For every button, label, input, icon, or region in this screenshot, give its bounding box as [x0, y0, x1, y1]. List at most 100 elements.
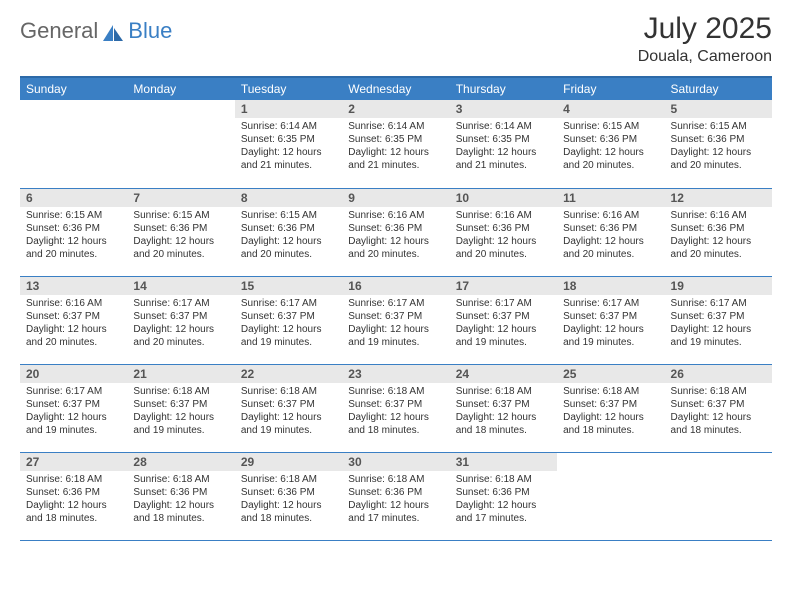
day-details: Sunrise: 6:18 AMSunset: 6:36 PMDaylight:…	[235, 471, 342, 529]
calendar-cell: 5Sunrise: 6:15 AMSunset: 6:36 PMDaylight…	[665, 100, 772, 188]
calendar-cell	[127, 100, 234, 188]
calendar-cell	[665, 452, 772, 540]
calendar-cell: 1Sunrise: 6:14 AMSunset: 6:35 PMDaylight…	[235, 100, 342, 188]
daylight-line: Daylight: 12 hours and 19 minutes.	[348, 323, 443, 349]
day-details: Sunrise: 6:15 AMSunset: 6:36 PMDaylight:…	[557, 118, 664, 176]
calendar-body: 1Sunrise: 6:14 AMSunset: 6:35 PMDaylight…	[20, 100, 772, 540]
day-number: 6	[20, 189, 127, 207]
page-header: General Blue July 2025 Douala, Cameroon	[20, 12, 772, 66]
daylight-line: Daylight: 12 hours and 21 minutes.	[348, 146, 443, 172]
sunrise-line: Sunrise: 6:14 AM	[241, 120, 336, 133]
daylight-line: Daylight: 12 hours and 19 minutes.	[133, 411, 228, 437]
sunrise-line: Sunrise: 6:18 AM	[671, 385, 766, 398]
sunrise-line: Sunrise: 6:18 AM	[348, 385, 443, 398]
sunrise-line: Sunrise: 6:15 AM	[26, 209, 121, 222]
sunset-line: Sunset: 6:36 PM	[348, 222, 443, 235]
sunset-line: Sunset: 6:37 PM	[671, 310, 766, 323]
day-details: Sunrise: 6:16 AMSunset: 6:36 PMDaylight:…	[342, 207, 449, 265]
daylight-line: Daylight: 12 hours and 18 minutes.	[671, 411, 766, 437]
day-number: 27	[20, 453, 127, 471]
sunset-line: Sunset: 6:36 PM	[241, 222, 336, 235]
day-number: 21	[127, 365, 234, 383]
sunset-line: Sunset: 6:37 PM	[26, 310, 121, 323]
sunset-line: Sunset: 6:37 PM	[563, 398, 658, 411]
weekday-header: Saturday	[665, 77, 772, 100]
sunrise-line: Sunrise: 6:14 AM	[456, 120, 551, 133]
sunset-line: Sunset: 6:37 PM	[456, 398, 551, 411]
weekday-header: Wednesday	[342, 77, 449, 100]
daylight-line: Daylight: 12 hours and 20 minutes.	[563, 235, 658, 261]
day-details: Sunrise: 6:17 AMSunset: 6:37 PMDaylight:…	[450, 295, 557, 353]
sunset-line: Sunset: 6:37 PM	[563, 310, 658, 323]
calendar-cell: 24Sunrise: 6:18 AMSunset: 6:37 PMDayligh…	[450, 364, 557, 452]
calendar-cell: 20Sunrise: 6:17 AMSunset: 6:37 PMDayligh…	[20, 364, 127, 452]
calendar-cell: 25Sunrise: 6:18 AMSunset: 6:37 PMDayligh…	[557, 364, 664, 452]
calendar-cell: 14Sunrise: 6:17 AMSunset: 6:37 PMDayligh…	[127, 276, 234, 364]
day-details: Sunrise: 6:17 AMSunset: 6:37 PMDaylight:…	[235, 295, 342, 353]
day-details: Sunrise: 6:16 AMSunset: 6:36 PMDaylight:…	[450, 207, 557, 265]
day-number: 2	[342, 100, 449, 118]
daylight-line: Daylight: 12 hours and 18 minutes.	[348, 411, 443, 437]
day-details: Sunrise: 6:18 AMSunset: 6:37 PMDaylight:…	[557, 383, 664, 441]
day-number: 7	[127, 189, 234, 207]
calendar-cell: 4Sunrise: 6:15 AMSunset: 6:36 PMDaylight…	[557, 100, 664, 188]
weekday-header: Sunday	[20, 77, 127, 100]
location-text: Douala, Cameroon	[638, 48, 772, 66]
day-number: 18	[557, 277, 664, 295]
sunset-line: Sunset: 6:36 PM	[456, 486, 551, 499]
day-details: Sunrise: 6:14 AMSunset: 6:35 PMDaylight:…	[342, 118, 449, 176]
daylight-line: Daylight: 12 hours and 20 minutes.	[456, 235, 551, 261]
day-details: Sunrise: 6:18 AMSunset: 6:37 PMDaylight:…	[235, 383, 342, 441]
logo-text-blue: Blue	[128, 18, 172, 44]
daylight-line: Daylight: 12 hours and 18 minutes.	[241, 499, 336, 525]
sunrise-line: Sunrise: 6:15 AM	[563, 120, 658, 133]
calendar-cell: 8Sunrise: 6:15 AMSunset: 6:36 PMDaylight…	[235, 188, 342, 276]
daylight-line: Daylight: 12 hours and 20 minutes.	[133, 235, 228, 261]
calendar-cell: 12Sunrise: 6:16 AMSunset: 6:36 PMDayligh…	[665, 188, 772, 276]
day-number: 10	[450, 189, 557, 207]
day-details: Sunrise: 6:18 AMSunset: 6:36 PMDaylight:…	[342, 471, 449, 529]
sunset-line: Sunset: 6:37 PM	[133, 398, 228, 411]
sunset-line: Sunset: 6:36 PM	[456, 222, 551, 235]
day-details: Sunrise: 6:15 AMSunset: 6:36 PMDaylight:…	[665, 118, 772, 176]
daylight-line: Daylight: 12 hours and 21 minutes.	[241, 146, 336, 172]
daylight-line: Daylight: 12 hours and 20 minutes.	[241, 235, 336, 261]
sunrise-line: Sunrise: 6:17 AM	[241, 297, 336, 310]
daylight-line: Daylight: 12 hours and 19 minutes.	[671, 323, 766, 349]
sunset-line: Sunset: 6:37 PM	[133, 310, 228, 323]
day-details: Sunrise: 6:18 AMSunset: 6:37 PMDaylight:…	[450, 383, 557, 441]
sunset-line: Sunset: 6:36 PM	[133, 222, 228, 235]
sunrise-line: Sunrise: 6:17 AM	[563, 297, 658, 310]
sunset-line: Sunset: 6:36 PM	[26, 486, 121, 499]
day-details: Sunrise: 6:17 AMSunset: 6:37 PMDaylight:…	[20, 383, 127, 441]
sunrise-line: Sunrise: 6:17 AM	[671, 297, 766, 310]
calendar-cell: 26Sunrise: 6:18 AMSunset: 6:37 PMDayligh…	[665, 364, 772, 452]
calendar-cell: 22Sunrise: 6:18 AMSunset: 6:37 PMDayligh…	[235, 364, 342, 452]
calendar-cell: 15Sunrise: 6:17 AMSunset: 6:37 PMDayligh…	[235, 276, 342, 364]
daylight-line: Daylight: 12 hours and 20 minutes.	[563, 146, 658, 172]
sunset-line: Sunset: 6:37 PM	[26, 398, 121, 411]
sunset-line: Sunset: 6:35 PM	[456, 133, 551, 146]
sunset-line: Sunset: 6:36 PM	[26, 222, 121, 235]
day-details: Sunrise: 6:14 AMSunset: 6:35 PMDaylight:…	[235, 118, 342, 176]
calendar-cell: 16Sunrise: 6:17 AMSunset: 6:37 PMDayligh…	[342, 276, 449, 364]
day-details: Sunrise: 6:15 AMSunset: 6:36 PMDaylight:…	[20, 207, 127, 265]
calendar-cell: 7 Sunrise: 6:15 AMSunset: 6:36 PMDaylight…	[127, 188, 234, 276]
sunrise-line: Sunrise: 6:18 AM	[456, 473, 551, 486]
calendar-cell: 11Sunrise: 6:16 AMSunset: 6:36 PMDayligh…	[557, 188, 664, 276]
sunset-line: Sunset: 6:36 PM	[671, 133, 766, 146]
day-details: Sunrise: 6:17 AMSunset: 6:37 PMDaylight:…	[665, 295, 772, 353]
sunset-line: Sunset: 6:37 PM	[456, 310, 551, 323]
sunset-line: Sunset: 6:36 PM	[563, 133, 658, 146]
logo-text-general: General	[20, 18, 98, 44]
sunrise-line: Sunrise: 6:15 AM	[133, 209, 228, 222]
sunrise-line: Sunrise: 6:18 AM	[456, 385, 551, 398]
title-block: July 2025 Douala, Cameroon	[638, 12, 772, 66]
brand-logo: General Blue	[20, 12, 172, 44]
sunrise-line: Sunrise: 6:15 AM	[241, 209, 336, 222]
sunset-line: Sunset: 6:37 PM	[348, 398, 443, 411]
day-number: 9	[342, 189, 449, 207]
calendar-cell	[557, 452, 664, 540]
day-number: 15	[235, 277, 342, 295]
sunrise-line: Sunrise: 6:14 AM	[348, 120, 443, 133]
